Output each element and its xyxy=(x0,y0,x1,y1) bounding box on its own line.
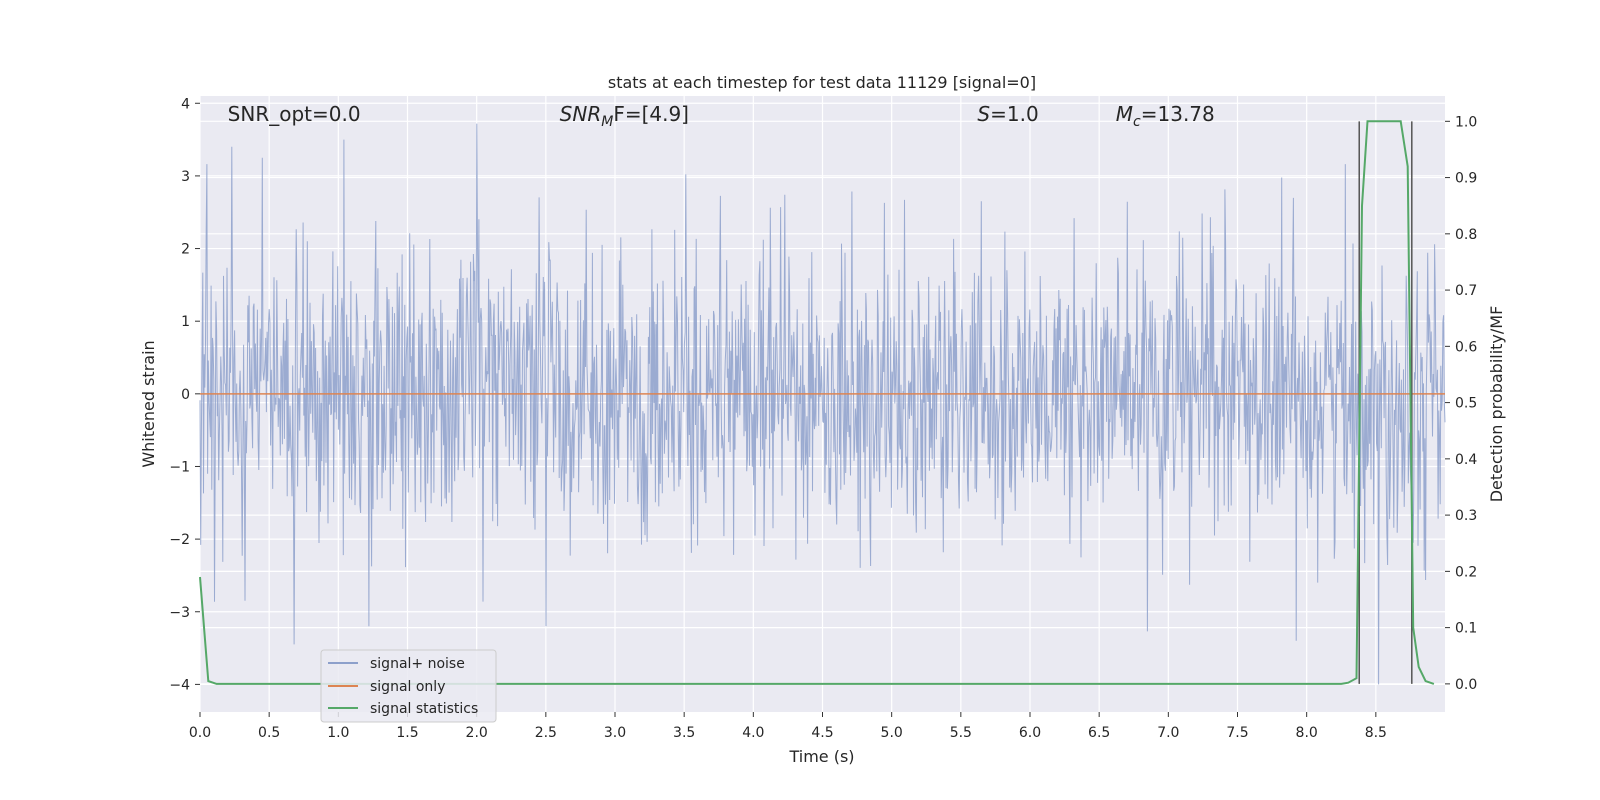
y-axis-label: Whitened strain xyxy=(139,340,158,467)
y2-tick-label: 1.0 xyxy=(1455,114,1477,130)
legend-label-signal-statistics: signal statistics xyxy=(370,701,478,717)
y-tick-label: −1 xyxy=(169,459,190,475)
x-tick-label: 8.0 xyxy=(1296,725,1318,741)
y2-tick-label: 0.5 xyxy=(1455,396,1477,412)
annotation-subscript: c xyxy=(1133,114,1141,130)
x-tick-label: 8.5 xyxy=(1365,725,1387,741)
annotation-3: Mc=13.78 xyxy=(1116,102,1215,130)
y2-tick-label: 0.3 xyxy=(1455,508,1477,524)
legend-label-signal-noise: signal+ noise xyxy=(370,656,465,672)
y2-tick-label: 0.0 xyxy=(1455,677,1477,693)
annotation-value: =1.0 xyxy=(990,102,1039,126)
y-tick-label: 2 xyxy=(181,242,190,258)
x-tick-label: 6.0 xyxy=(1019,725,1041,741)
x-tick-label: 7.5 xyxy=(1226,725,1248,741)
y-tick-label: 0 xyxy=(181,387,190,403)
annotation-2: S=1.0 xyxy=(977,102,1038,126)
x-tick-label: 4.5 xyxy=(811,725,833,741)
legend-label-signal-only: signal only xyxy=(370,679,445,695)
annotation-value: =13.78 xyxy=(1141,102,1215,126)
x-tick-label: 0.5 xyxy=(258,725,280,741)
x-tick-label: 7.0 xyxy=(1157,725,1179,741)
x-tick-label: 4.0 xyxy=(742,725,764,741)
annotation-subscript: M xyxy=(601,114,613,130)
x-axis-ticks: 0.0 0.5 1.0 1.5 2.0 2.5 3.0 3.5 4.0 4.5 5.0 5.5 6.0 6… xyxy=(189,712,1387,741)
y2-tick-label: 0.9 xyxy=(1455,171,1477,187)
y2-axis-label: Detection probability/MF xyxy=(1487,306,1506,503)
noise-line xyxy=(199,123,1446,685)
annotation-symbol: M xyxy=(1116,102,1133,126)
y-tick-label: 3 xyxy=(181,169,190,185)
x-axis-label: Time (s) xyxy=(788,747,854,766)
x-tick-label: 5.0 xyxy=(881,725,903,741)
x-tick-label: 5.5 xyxy=(950,725,972,741)
y2-tick-label: 0.4 xyxy=(1455,452,1477,468)
y2-tick-label: 0.1 xyxy=(1455,621,1477,637)
series-signal-noise xyxy=(199,123,1446,685)
annotation-symbol: SNR xyxy=(560,102,602,126)
y-tick-label: −3 xyxy=(169,605,190,621)
y2-axis-ticks: 0.0 0.1 0.2 0.3 0.4 0.5 0.6 0.7 0.8 0.9 1.0 xyxy=(1445,114,1477,693)
x-tick-label: 0.0 xyxy=(189,725,211,741)
legend-box xyxy=(320,649,497,723)
y-tick-label: 4 xyxy=(181,96,190,112)
x-tick-label: 1.5 xyxy=(396,725,418,741)
x-tick-label: 2.0 xyxy=(466,725,488,741)
annotation-symbol: S xyxy=(977,102,990,126)
legend: signal+ noise signal only signal statist… xyxy=(320,649,497,723)
x-tick-label: 3.5 xyxy=(673,725,695,741)
annotations: SNR_opt=0.0 SNRMF=[4.9] S=1.0 Mc=13.78 xyxy=(228,102,1215,130)
y-axis-ticks: −4 −3 −2 −1 0 1 2 3 4 xyxy=(169,96,200,693)
x-tick-label: 1.0 xyxy=(327,725,349,741)
y2-tick-label: 0.8 xyxy=(1455,227,1477,243)
x-tick-label: 6.5 xyxy=(1088,725,1110,741)
annotation-0: SNR_opt=0.0 xyxy=(228,102,361,126)
y2-tick-label: 0.7 xyxy=(1455,283,1477,299)
chart-title: stats at each timestep for test data 111… xyxy=(608,73,1036,92)
y-tick-label: −4 xyxy=(169,677,190,693)
x-tick-label: 3.0 xyxy=(604,725,626,741)
annotation-1: SNRMF=[4.9] xyxy=(560,102,689,130)
x-tick-label: 2.5 xyxy=(535,725,557,741)
y2-tick-label: 0.6 xyxy=(1455,339,1477,355)
y-tick-label: −2 xyxy=(169,532,190,548)
y-tick-label: 1 xyxy=(181,314,190,330)
y2-tick-label: 0.2 xyxy=(1455,564,1477,580)
annotation-value: F=[4.9] xyxy=(613,102,689,126)
